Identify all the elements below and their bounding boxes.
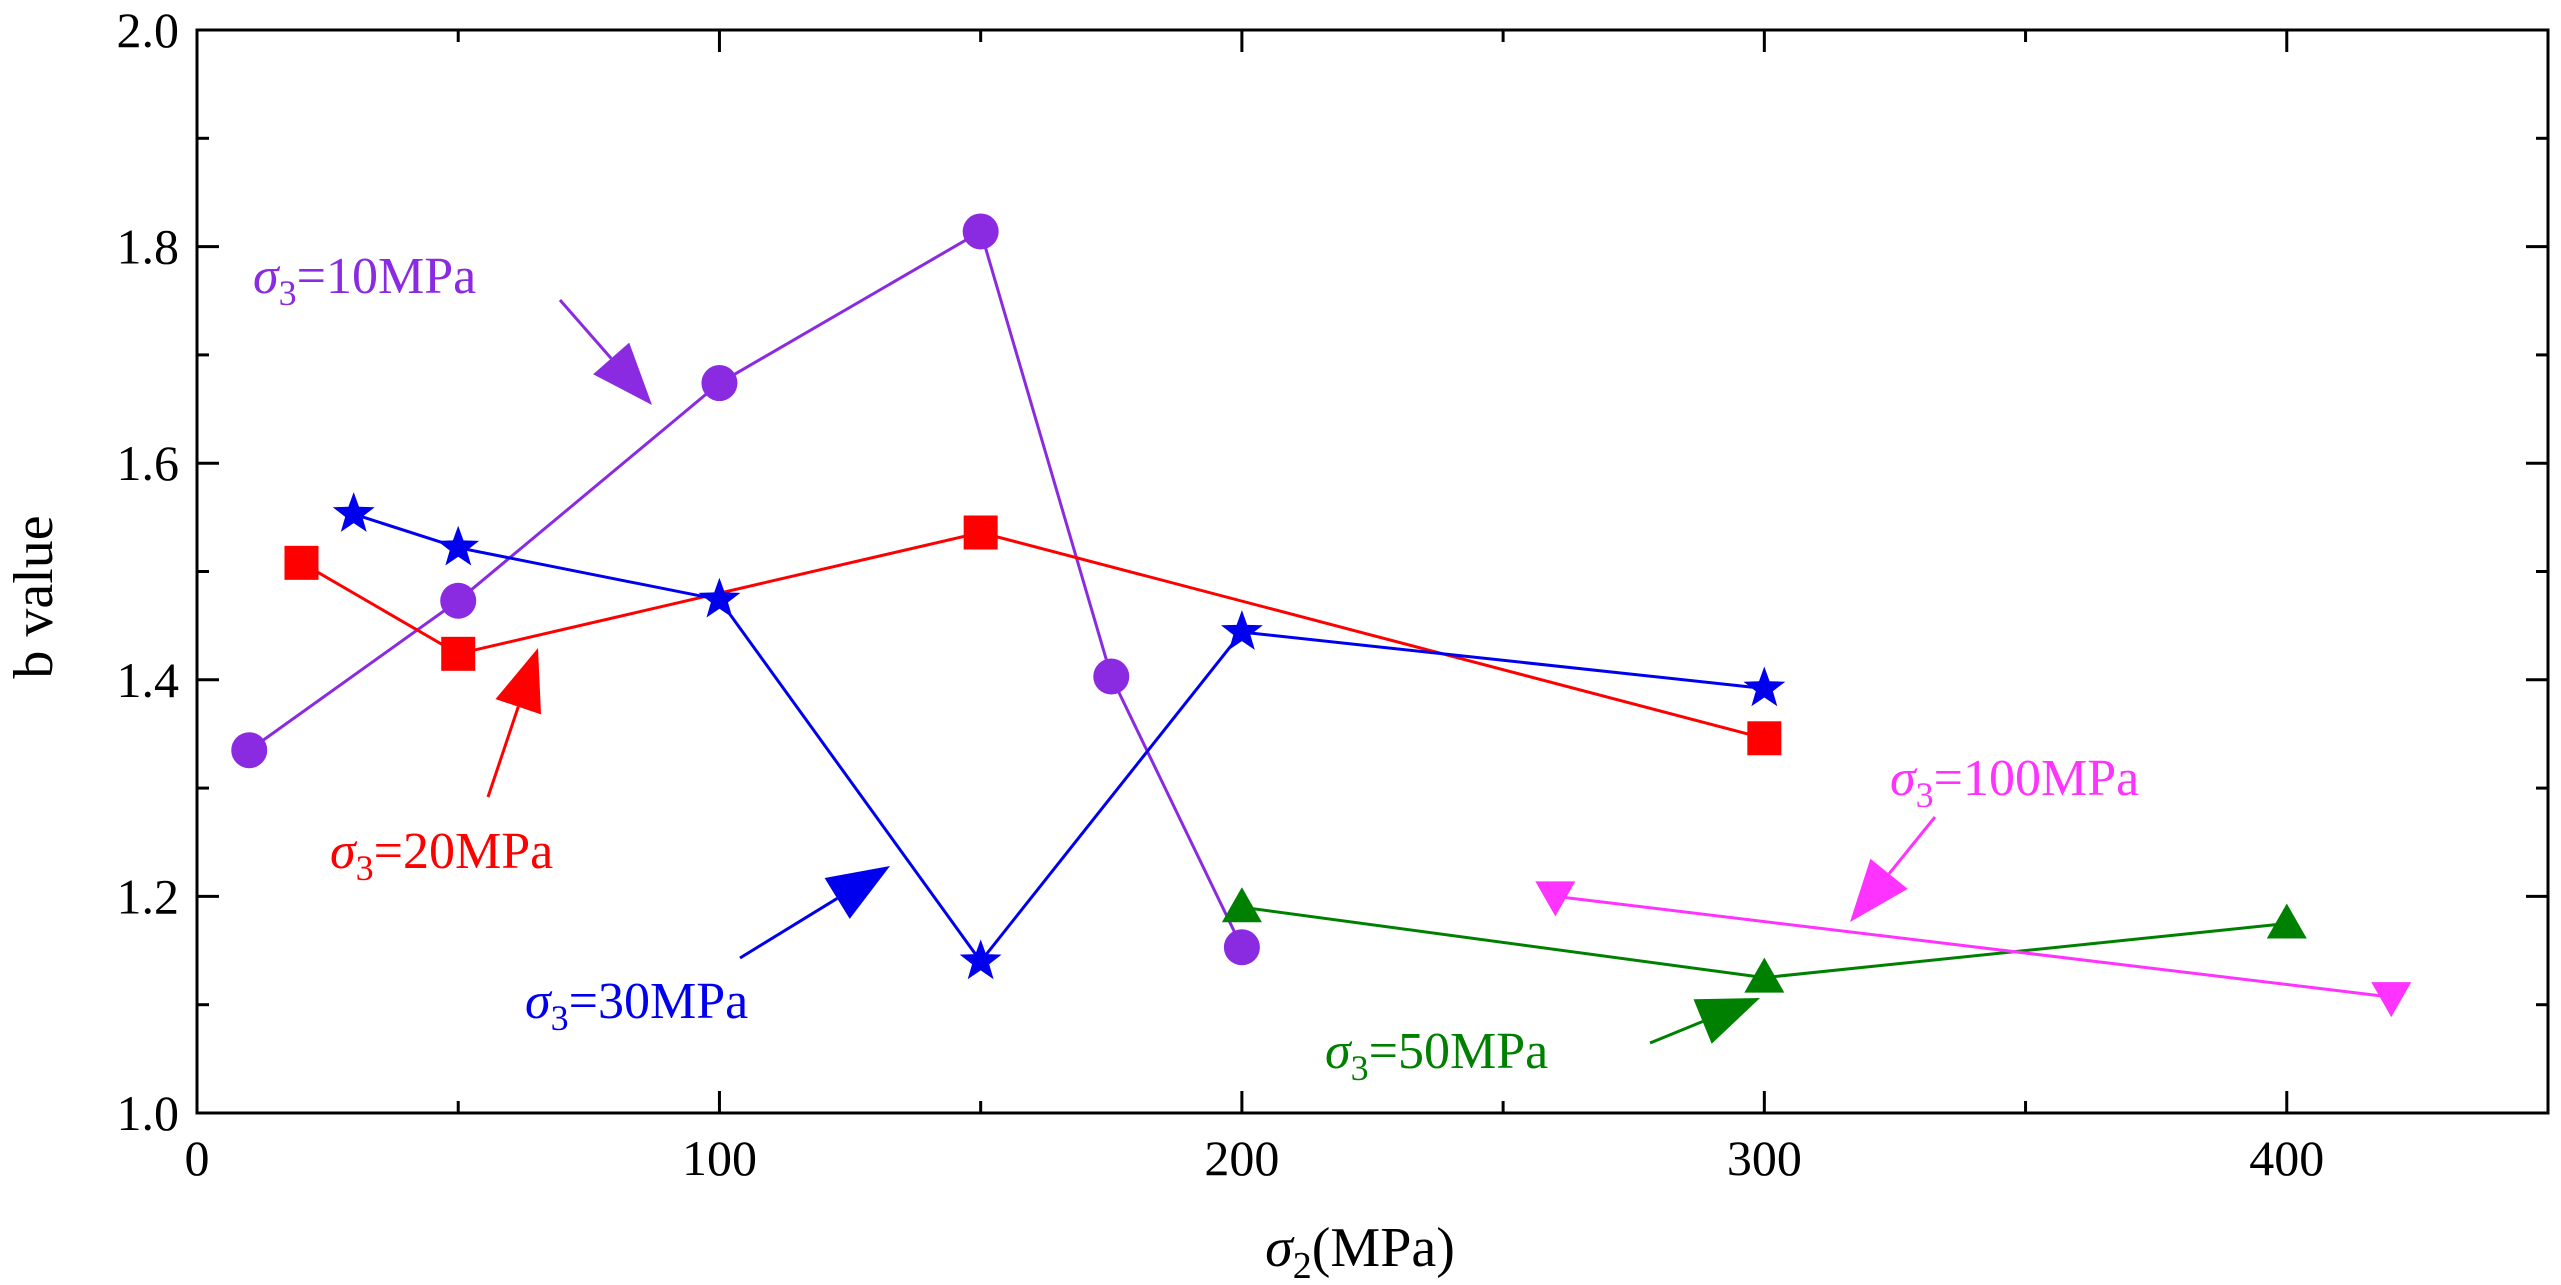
data-point — [963, 515, 998, 550]
annotation-label: σ3=50MPa — [1325, 1023, 1548, 1088]
annotation-arrow-shaft — [1887, 816, 1937, 875]
data-point — [231, 732, 268, 769]
annotation-4: σ3=100MPa — [1850, 750, 2139, 922]
data-point — [440, 582, 477, 619]
series-σ3=10MPa — [231, 213, 1260, 966]
series-σ3=20MPa — [284, 515, 1782, 756]
series-σ3=100MPa — [1535, 881, 2412, 1018]
annotation-arrow-head — [593, 342, 652, 405]
data-point — [1744, 957, 1785, 993]
data-point — [441, 636, 476, 671]
ticks: 0 100 200 300 400 1.0 1.2 1.4 1.6 1.8 2.0 — [117, 2, 2548, 1186]
annotation-arrow-shaft — [1649, 1020, 1704, 1045]
x-axis-title-symbol: σ — [1265, 1217, 1295, 1279]
data-point — [332, 492, 375, 532]
y-tick-label: 1.0 — [117, 1085, 180, 1141]
series-σ3=50MPa — [1221, 887, 2307, 993]
annotation-0: σ3=10MPa — [253, 248, 652, 405]
plot-frame — [195, 28, 2550, 1115]
data-point — [437, 525, 480, 566]
annotation-label: σ3=20MPa — [330, 823, 553, 888]
data-point — [1747, 721, 1782, 756]
x-axis-title: σ2(MPa) — [1265, 1217, 1455, 1285]
annotation-arrow-head — [495, 648, 541, 715]
data-point — [2266, 903, 2307, 939]
annotation-arrow-head — [824, 866, 890, 919]
y-tick-label: 1.2 — [117, 868, 180, 924]
y-tick-label: 2.0 — [117, 2, 180, 58]
series-line — [248, 229, 1244, 948]
annotation-arrow-head — [1693, 998, 1760, 1044]
y-tick-label: 1.8 — [117, 219, 180, 275]
data-point — [698, 577, 741, 618]
data-point — [1093, 658, 1130, 695]
series-line — [1555, 894, 2392, 999]
annotation-label: σ3=100MPa — [1890, 750, 2139, 815]
y-tick-label: 1.4 — [117, 652, 180, 708]
y-axis-title: b value — [3, 515, 65, 678]
data-point — [959, 939, 1002, 980]
x-tick-label: 100 — [682, 1130, 757, 1186]
data-point — [1221, 887, 1262, 923]
series-group — [231, 213, 2412, 1018]
data-point — [284, 545, 319, 580]
annotation-arrow-shaft — [486, 706, 520, 798]
annotation-label: σ3=10MPa — [253, 248, 476, 313]
axes — [195, 28, 2550, 1115]
data-point — [1743, 666, 1786, 707]
data-point — [2371, 982, 2412, 1018]
x-tick-label: 400 — [2249, 1130, 2324, 1186]
x-tick-label: 200 — [1204, 1130, 1279, 1186]
data-point — [1535, 881, 1576, 917]
annotation-label: σ3=30MPa — [525, 973, 748, 1038]
series-σ3=30MPa — [332, 492, 1786, 980]
annotation-arrow-shaft — [739, 897, 838, 960]
annotation-2: σ3=30MPa — [525, 866, 890, 1038]
data-point — [701, 365, 738, 402]
x-axis-title-sub: 2 — [1293, 1245, 1312, 1285]
annotation-arrow-shaft — [558, 299, 613, 360]
annotation-arrow-head — [1850, 858, 1908, 922]
annotation-3: σ3=50MPa — [1325, 998, 1760, 1088]
annotations: σ3=10MPa σ3=20MPa σ3=30MPa σ3=50MPa σ3=100MP… — [253, 248, 2139, 1088]
annotation-1: σ3=20MPa — [330, 648, 553, 888]
x-tick-label: 0 — [185, 1130, 210, 1186]
data-point — [1221, 610, 1263, 650]
data-point — [1223, 929, 1260, 966]
x-tick-label: 300 — [1727, 1130, 1802, 1186]
data-point — [962, 213, 999, 250]
x-axis-title-unit: (MPa) — [1312, 1217, 1455, 1279]
y-tick-label: 1.6 — [117, 435, 180, 491]
